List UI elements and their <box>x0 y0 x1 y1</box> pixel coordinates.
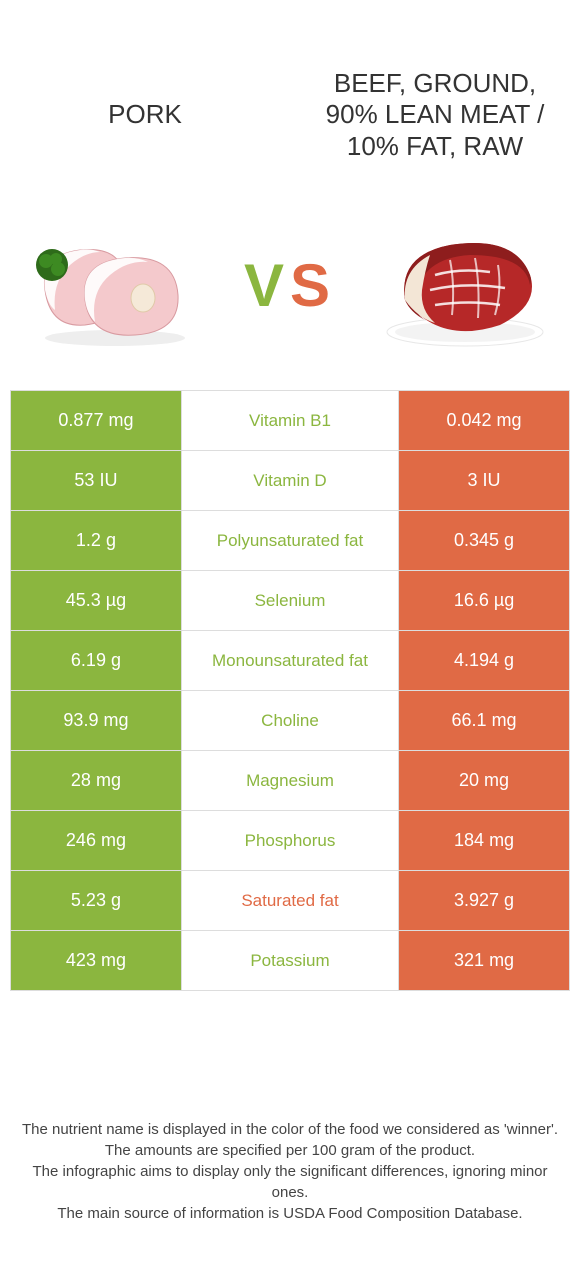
nutrient-name: Vitamin B1 <box>181 391 399 450</box>
vs-s: S <box>290 252 336 319</box>
table-row: 45.3 µgSelenium16.6 µg <box>11 571 569 631</box>
vs-v: V <box>244 252 290 319</box>
table-row: 246 mgPhosphorus184 mg <box>11 811 569 871</box>
pork-icon <box>30 220 200 350</box>
header: PORK BEEF, GROUND, 90% LEAN MEAT / 10% F… <box>0 0 580 200</box>
right-title-col: BEEF, GROUND, 90% LEAN MEAT / 10% FAT, R… <box>290 30 580 200</box>
pork-image <box>0 220 230 350</box>
left-value: 45.3 µg <box>11 571 181 630</box>
nutrient-name: Polyunsaturated fat <box>181 511 399 570</box>
left-value: 246 mg <box>11 811 181 870</box>
left-value: 6.19 g <box>11 631 181 690</box>
right-value: 4.194 g <box>399 631 569 690</box>
left-value: 53 IU <box>11 451 181 510</box>
nutrient-name: Vitamin D <box>181 451 399 510</box>
table-row: 93.9 mgCholine66.1 mg <box>11 691 569 751</box>
table-row: 6.19 gMonounsaturated fat4.194 g <box>11 631 569 691</box>
nutrient-name: Monounsaturated fat <box>181 631 399 690</box>
table-row: 1.2 gPolyunsaturated fat0.345 g <box>11 511 569 571</box>
table-row: 28 mgMagnesium20 mg <box>11 751 569 811</box>
right-value: 16.6 µg <box>399 571 569 630</box>
comparison-table: 0.877 mgVitamin B10.042 mg53 IUVitamin D… <box>10 390 570 991</box>
right-value: 3 IU <box>399 451 569 510</box>
left-value: 28 mg <box>11 751 181 810</box>
right-value: 20 mg <box>399 751 569 810</box>
left-value: 5.23 g <box>11 871 181 930</box>
vs-label: VS <box>230 251 350 320</box>
nutrient-name: Saturated fat <box>181 871 399 930</box>
right-title: BEEF, GROUND, 90% LEAN MEAT / 10% FAT, R… <box>310 68 560 162</box>
footer-line-1: The nutrient name is displayed in the co… <box>20 1119 560 1140</box>
footer-line-3: The infographic aims to display only the… <box>20 1161 560 1203</box>
table-row: 0.877 mgVitamin B10.042 mg <box>11 391 569 451</box>
footer-line-4: The main source of information is USDA F… <box>20 1203 560 1224</box>
right-value: 0.345 g <box>399 511 569 570</box>
beef-image <box>350 220 580 350</box>
right-value: 66.1 mg <box>399 691 569 750</box>
nutrient-name: Phosphorus <box>181 811 399 870</box>
left-title-col: PORK <box>0 30 290 200</box>
vs-row: VS <box>0 200 580 370</box>
right-value: 184 mg <box>399 811 569 870</box>
left-value: 1.2 g <box>11 511 181 570</box>
left-title: PORK <box>108 99 182 130</box>
nutrient-name: Selenium <box>181 571 399 630</box>
footer: The nutrient name is displayed in the co… <box>20 1119 560 1224</box>
nutrient-name: Magnesium <box>181 751 399 810</box>
right-value: 321 mg <box>399 931 569 990</box>
nutrient-name: Choline <box>181 691 399 750</box>
table-row: 5.23 gSaturated fat3.927 g <box>11 871 569 931</box>
right-value: 0.042 mg <box>399 391 569 450</box>
left-value: 93.9 mg <box>11 691 181 750</box>
table-row: 53 IUVitamin D3 IU <box>11 451 569 511</box>
footer-line-2: The amounts are specified per 100 gram o… <box>20 1140 560 1161</box>
nutrient-name: Potassium <box>181 931 399 990</box>
right-value: 3.927 g <box>399 871 569 930</box>
table-row: 423 mgPotassium321 mg <box>11 931 569 991</box>
left-value: 0.877 mg <box>11 391 181 450</box>
left-value: 423 mg <box>11 931 181 990</box>
beef-icon <box>380 220 550 350</box>
